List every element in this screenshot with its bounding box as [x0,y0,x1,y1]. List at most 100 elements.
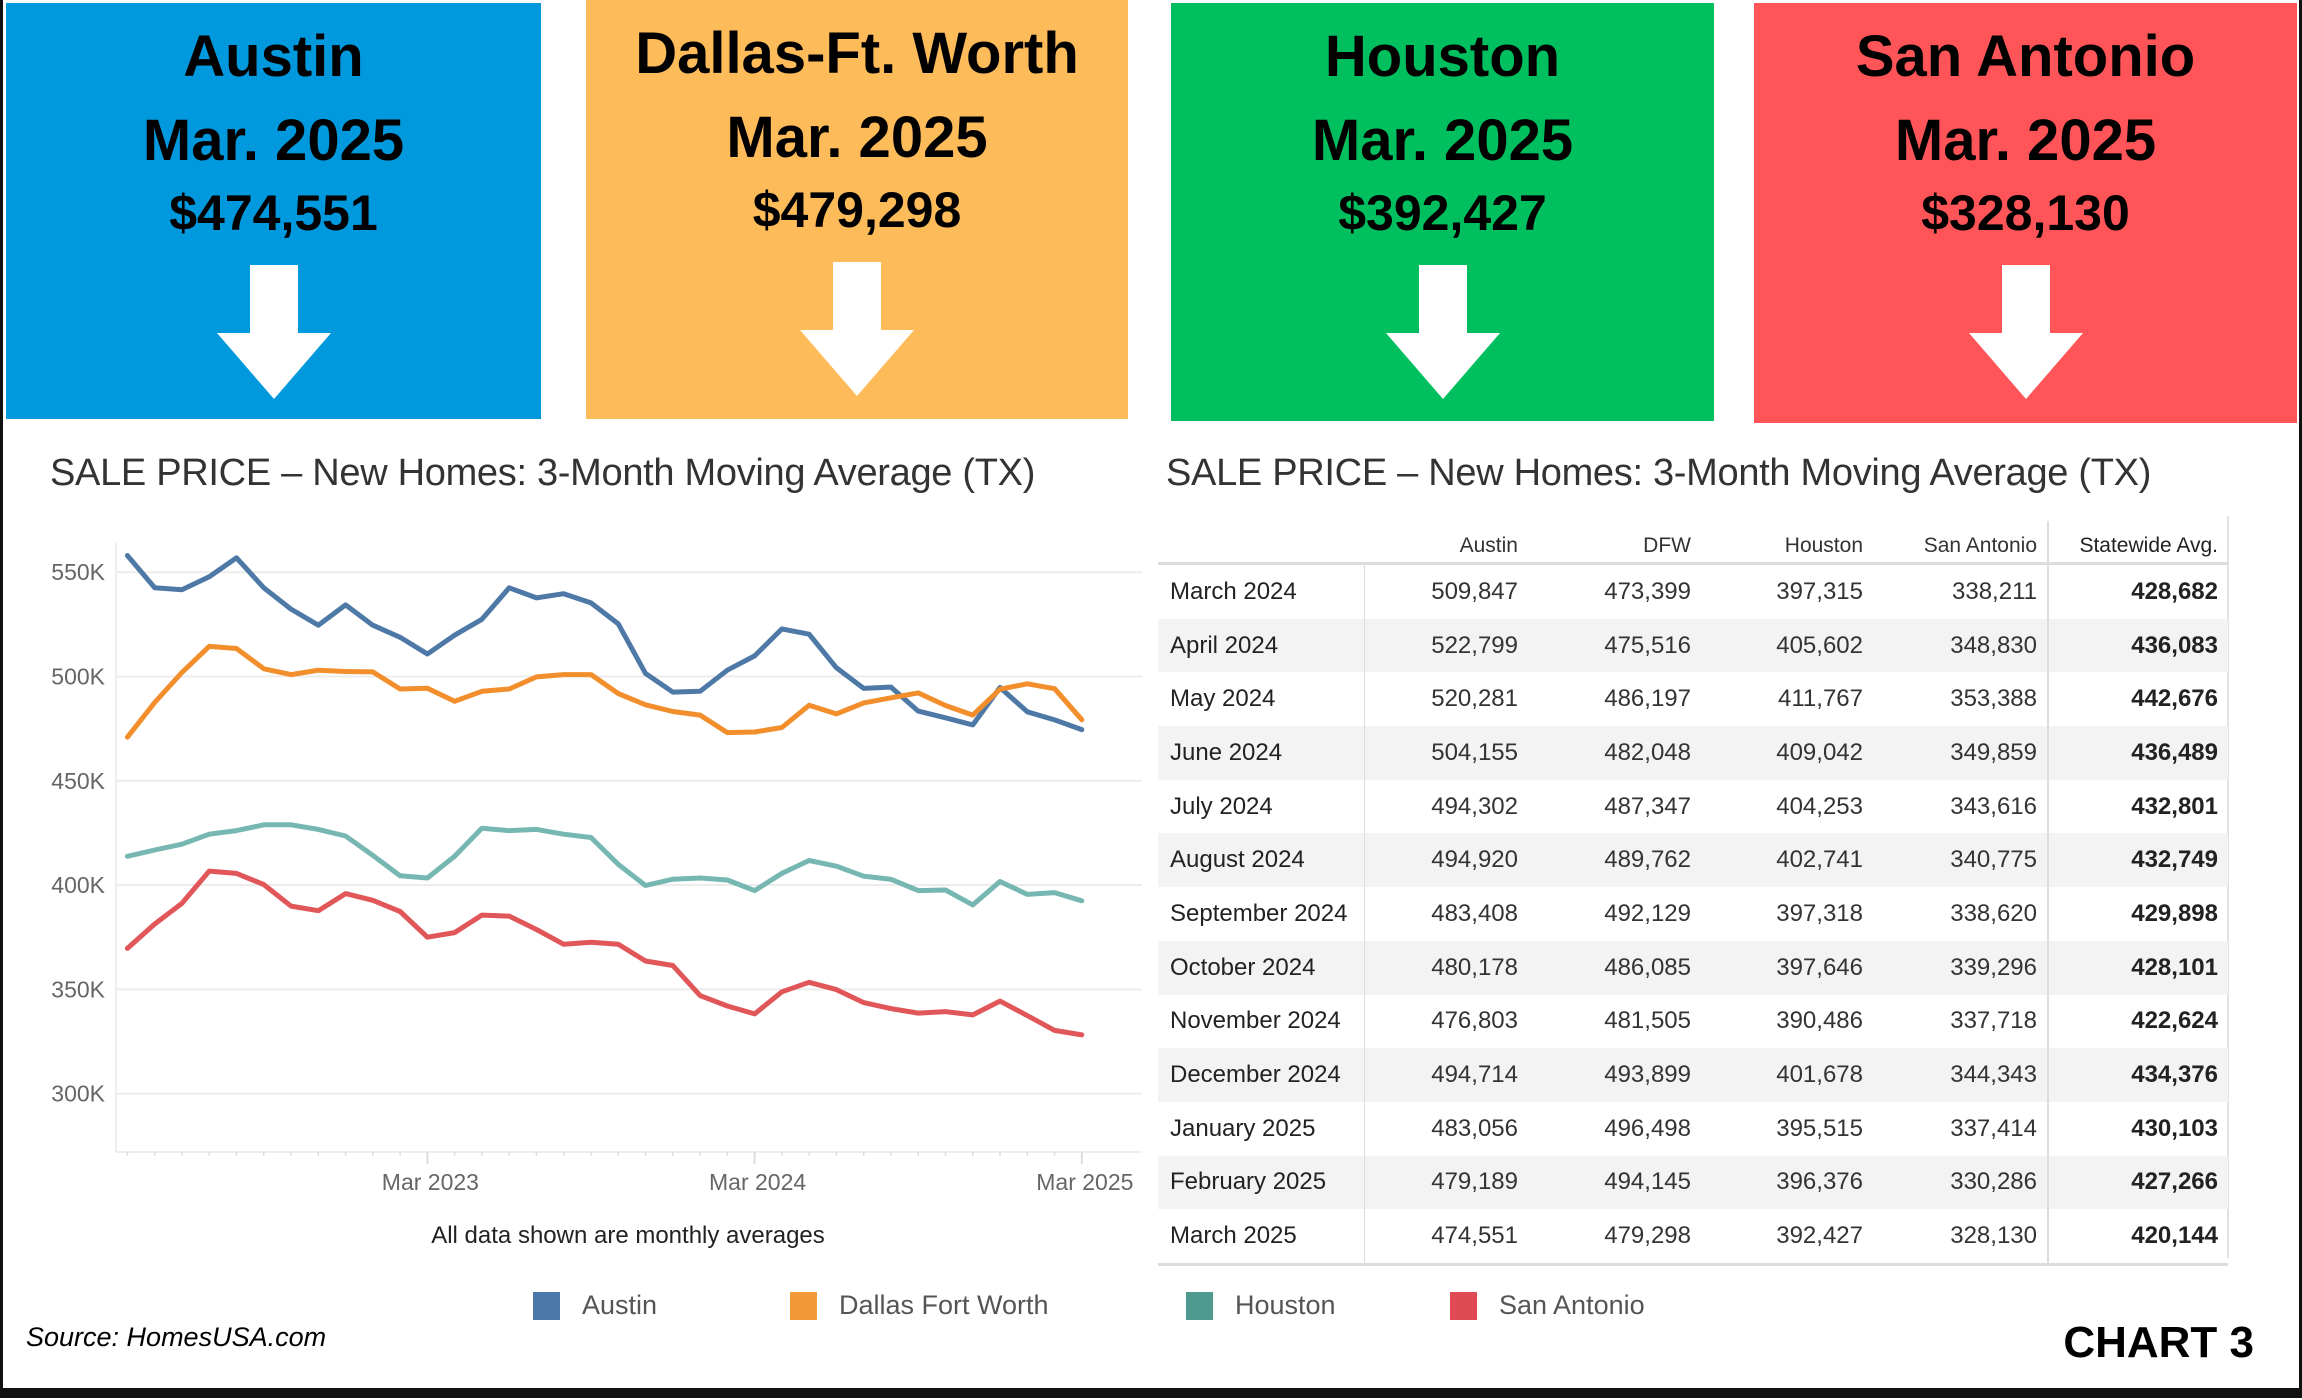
cell-houston: 409,042 [1701,726,1873,780]
card-month: Mar. 2025 [726,105,988,170]
cell-dfw: 486,085 [1528,940,1701,995]
cell-statewide: 422,624 [2047,994,2228,1049]
cell-san-antonio: 348,830 [1873,618,2048,673]
cell-statewide: 420,144 [2047,1209,2228,1266]
cell-dfw: 473,399 [1604,577,1691,605]
cell-austin: 494,302 [1431,792,1518,820]
column-header-houston: Houston [1701,521,1873,565]
cell-houston: 392,427 [1701,1209,1873,1266]
line-chart: 300K 350K 400K 450K 500K 550K Mar 2023 Mar 2024… [51,543,1142,1195]
cell-dfw: 486,197 [1604,685,1691,713]
row-label: October 2024 [1158,940,1365,995]
cell-dfw: 481,505 [1604,1007,1691,1035]
cell-statewide: 428,101 [2047,940,2228,995]
series-line-houston [124,822,1085,908]
table-right-border [2227,516,2229,1258]
legend-item-houston[interactable]: Houston [1186,1290,1336,1321]
cell-san-antonio: 337,718 [1950,1007,2037,1035]
y-tick-label: 300K [51,1081,105,1107]
series-line-dallas-fort-worth [124,643,1085,740]
card-price: $474,551 [169,185,378,241]
cell-dfw: 479,298 [1528,1209,1701,1266]
legend-item-san-antonio[interactable]: San Antonio [1450,1290,1645,1321]
column-header-austin: Austin [1364,521,1528,565]
card-city: Houston [1324,24,1561,89]
table-row: July 2024 494,302 487,347 404,253 343,616 432… [1158,779,2228,834]
y-tick-label: 500K [51,663,105,689]
card-austin: Austin Mar. 2025 $474,551 [6,3,541,419]
cell-austin: 479,189 [1364,1155,1528,1210]
cell-dfw: 489,762 [1528,833,1701,888]
cell-dfw: 492,129 [1604,899,1691,927]
legend-label: Austin [582,1290,658,1320]
cell-statewide: 434,376 [2047,1048,2228,1102]
cell-austin: 494,920 [1364,833,1528,888]
card-city: Austin [183,24,364,89]
cell-houston: 401,678 [1701,1048,1873,1102]
cell-statewide: 442,676 [2047,672,2228,727]
row-label: April 2024 [1158,618,1365,673]
legend-label: San Antonio [1499,1290,1645,1320]
cell-statewide: 436,083 [2047,618,2228,673]
column-header-san-antonio: San Antonio [1873,521,2048,565]
cell-statewide: 432,801 [2047,779,2228,834]
table-row: August 2024 494,920 489,762 402,741 340,775 4… [1158,833,2228,888]
card-month: Mar. 2025 [1311,108,1574,173]
cell-houston: 411,767 [1778,685,1863,713]
x-tick-label: Mar 2025 [1036,1169,1133,1195]
table-row: January 2025 483,056 496,498 395,515 337,414… [1158,1101,2228,1156]
card-dfw: Dallas-Ft. Worth Mar. 2025 $479,298 [586,0,1128,419]
cell-houston: 397,318 [1776,899,1863,927]
series-line-san-antonio [124,868,1085,1038]
card-city: San Antonio [1855,24,2196,89]
table-row: March 2024 509,847 473,399 397,315 338,211 42… [1158,563,2228,619]
table-row: February 2025 479,189 494,145 396,376 330,28… [1158,1155,2228,1210]
row-label: August 2024 [1158,833,1365,888]
legend-swatch [533,1291,560,1320]
cell-austin: 494,714 [1364,1048,1528,1102]
cell-houston: 397,646 [1701,940,1873,995]
cell-austin: 483,056 [1431,1114,1518,1142]
x-tick-label: Mar 2023 [382,1169,479,1195]
cell-dfw: 482,048 [1528,726,1701,780]
row-label: September 2024 [1158,887,1365,941]
legend-item-austin[interactable]: Austin [533,1290,657,1321]
source-note: Source: HomesUSA.com [26,1322,327,1352]
cell-austin: 509,847 [1431,577,1518,605]
cell-austin: 476,803 [1431,1007,1518,1035]
legend-label: Dallas Fort Worth [839,1290,1049,1320]
cell-san-antonio: 339,296 [1873,940,2048,995]
card-price: $479,298 [752,182,962,238]
row-label: March 2025 [1158,1209,1365,1266]
card-month: Mar. 2025 [142,108,405,173]
arrow-down-icon [1968,265,2083,399]
cell-san-antonio: 349,859 [1873,726,2048,780]
cell-statewide: 432,749 [2047,833,2228,888]
cell-houston: 404,253 [1776,792,1863,820]
table-row: December 2024 494,714 493,899 401,678 344,34… [1158,1048,2228,1102]
cell-san-antonio: 330,286 [1873,1155,2048,1210]
row-label: February 2025 [1158,1155,1365,1210]
arrow-down-icon [1385,265,1500,399]
cell-statewide: 427,266 [2047,1155,2228,1210]
table-row: March 2025 474,551 479,298 392,427 328,130 42… [1158,1209,2228,1266]
cell-san-antonio: 343,616 [1950,792,2037,820]
chart-caption: All data shown are monthly averages [431,1222,825,1249]
y-tick-label: 550K [51,559,105,585]
cell-statewide: 430,103 [2047,1101,2228,1156]
table-title: SALE PRICE – New Homes: 3-Month Moving A… [1166,452,2152,494]
legend-item-dfw[interactable]: Dallas Fort Worth [790,1290,1049,1321]
legend-swatch [1186,1291,1213,1320]
chart-title: SALE PRICE – New Homes: 3-Month Moving A… [50,452,1036,494]
cell-dfw: 475,516 [1528,618,1701,673]
cell-statewide: 429,898 [2047,887,2228,941]
row-label: November 2024 [1158,994,1365,1049]
card-houston: Houston Mar. 2025 $392,427 [1171,3,1714,421]
price-table: Austin DFW Houston San Antonio Statewide… [1158,521,2228,1266]
cell-san-antonio: 328,130 [1873,1209,2048,1266]
row-label: June 2024 [1158,726,1365,780]
legend-swatch [790,1291,817,1320]
series-line-austin [124,553,1085,733]
row-label: January 2025 [1158,1101,1365,1156]
